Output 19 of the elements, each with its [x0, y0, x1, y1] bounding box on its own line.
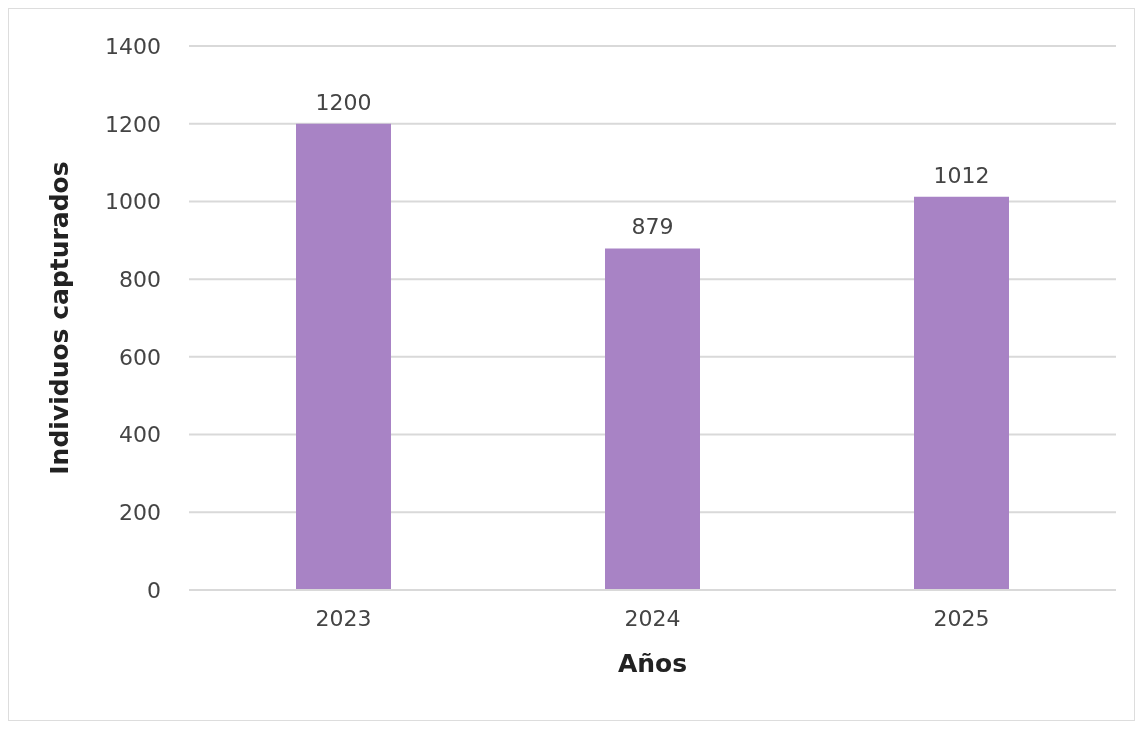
y-tick-label: 800: [119, 266, 161, 292]
y-axis-title: Individuos capturados: [44, 161, 74, 475]
y-tick-label: 200: [119, 500, 161, 526]
data-label: 1200: [315, 89, 372, 115]
bar: [296, 123, 391, 590]
y-tick-label: 1400: [105, 33, 161, 59]
bar: [914, 196, 1009, 590]
data-label: 879: [631, 214, 674, 240]
x-tick-label: 2025: [933, 605, 990, 631]
y-tick-label: 1200: [105, 111, 161, 137]
y-tick-label: 0: [147, 577, 161, 603]
x-tick-label: 2023: [315, 605, 372, 631]
y-tick-label: 600: [119, 344, 161, 370]
x-tick-label: 2024: [624, 605, 681, 631]
x-axis-title: Años: [617, 649, 688, 678]
data-label: 1012: [933, 162, 990, 188]
y-tick-label: 1000: [105, 189, 161, 215]
bar: [605, 248, 700, 590]
y-tick-label: 400: [119, 422, 161, 448]
